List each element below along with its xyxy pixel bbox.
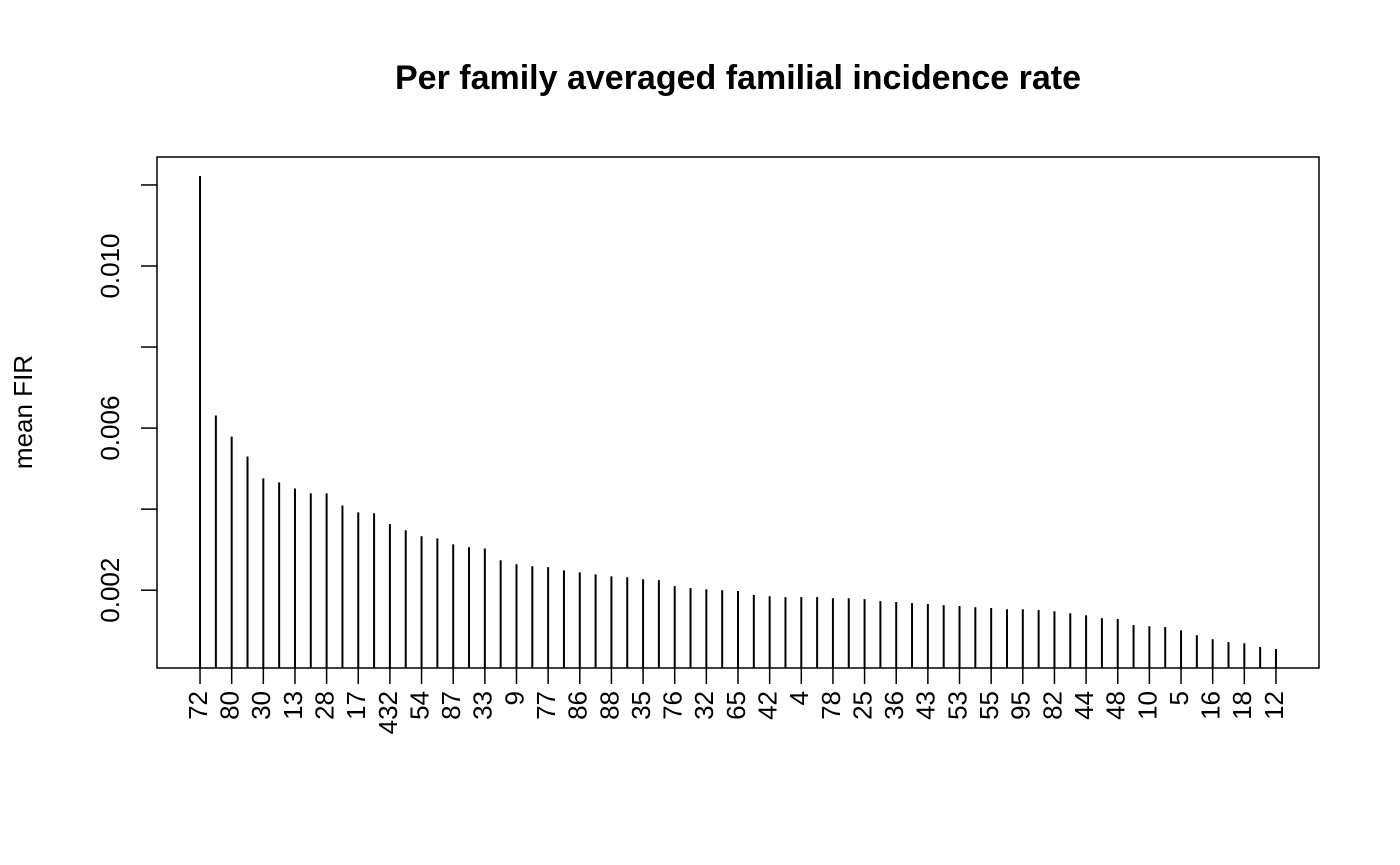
y-axis-label: mean FIR: [8, 355, 38, 469]
x-tick-label: 17: [341, 691, 371, 720]
x-tick-label: 12: [1259, 691, 1289, 720]
y-tick-label: 0.006: [95, 396, 125, 461]
x-tick-label: 88: [594, 691, 624, 720]
chart-title: Per family averaged familial incidence r…: [395, 59, 1081, 97]
x-tick-label: 43: [911, 691, 941, 720]
x-tick-label: 32: [689, 691, 719, 720]
x-tick-label: 82: [1037, 691, 1067, 720]
x-tick-label: 54: [404, 691, 434, 720]
x-tick-label: 87: [436, 691, 466, 720]
x-tick-label: 10: [1132, 691, 1162, 720]
y-tick-label: 0.010: [95, 233, 125, 298]
x-tick-label: 36: [879, 691, 909, 720]
x-tick-label: 42: [753, 691, 783, 720]
x-tick-label: 28: [309, 691, 339, 720]
x-tick-label: 35: [626, 691, 656, 720]
x-tick-label: 25: [847, 691, 877, 720]
x-tick-label: 65: [721, 691, 751, 720]
x-tick-label: 78: [816, 691, 846, 720]
x-tick-label: 5: [1164, 691, 1194, 705]
x-tick-label: 53: [942, 691, 972, 720]
x-tick-label: 77: [531, 691, 561, 720]
x-tick-label: 80: [215, 691, 245, 720]
x-tick-label: 9: [499, 691, 529, 705]
x-tick-label: 16: [1196, 691, 1226, 720]
x-tick-label: 432: [373, 691, 403, 734]
x-tick-label: 95: [1006, 691, 1036, 720]
x-tick-label: 33: [468, 691, 498, 720]
x-tick-label: 44: [1069, 691, 1099, 720]
x-tick-label: 86: [563, 691, 593, 720]
x-tick-label: 30: [246, 691, 276, 720]
x-tick-label: 13: [278, 691, 308, 720]
x-tick-label: 72: [183, 691, 213, 720]
y-tick-label: 0.002: [95, 558, 125, 623]
x-tick-label: 4: [784, 691, 814, 705]
x-tick-label: 76: [658, 691, 688, 720]
x-tick-label: 55: [974, 691, 1004, 720]
x-tick-label: 18: [1227, 691, 1257, 720]
x-tick-label: 48: [1101, 691, 1131, 720]
